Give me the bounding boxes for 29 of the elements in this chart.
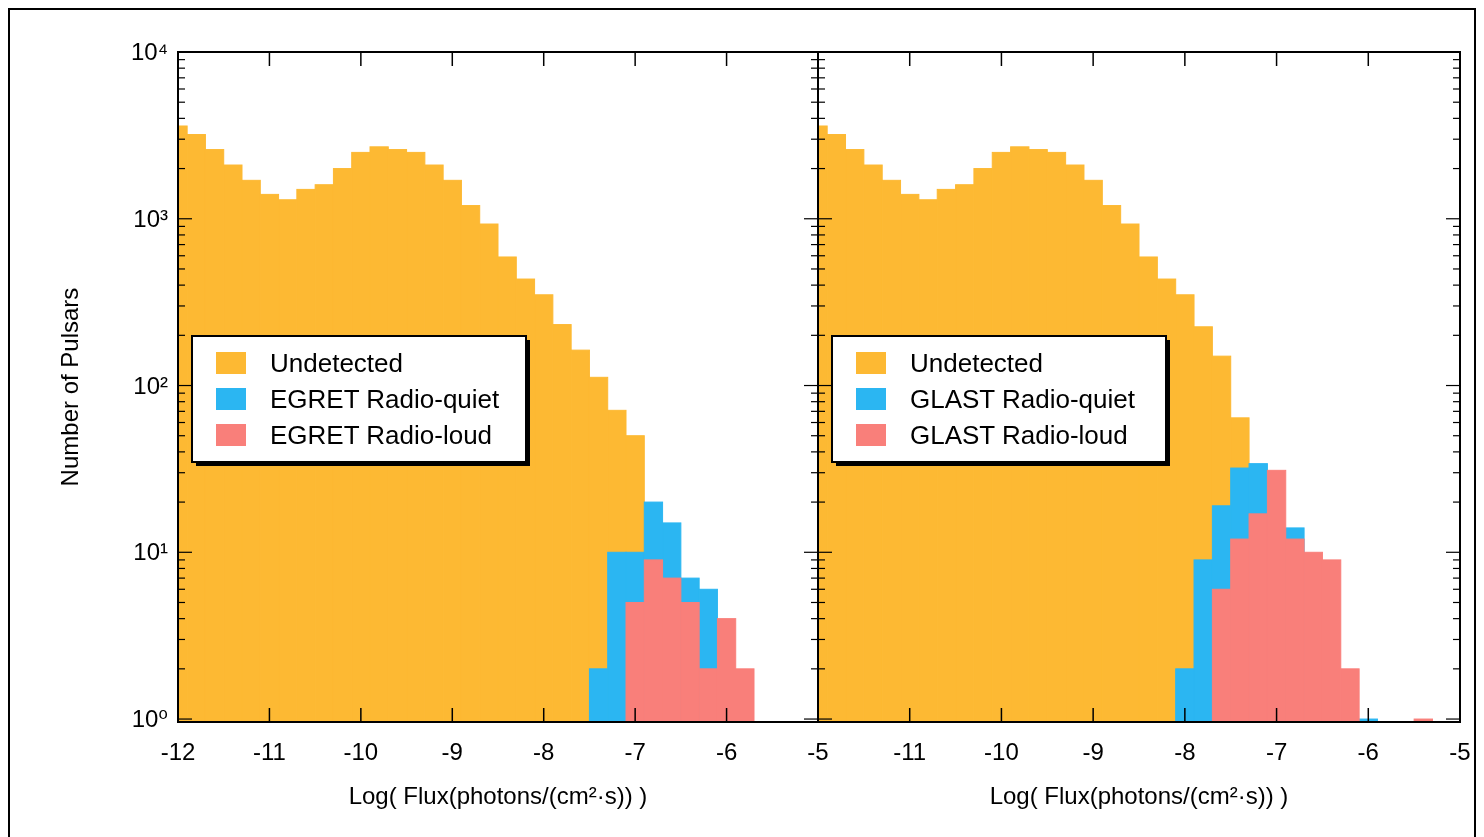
x-tick-label: -10 [984,738,1019,765]
y-tick-label: 10¹ [133,538,169,566]
x-tick-label: -5 [807,738,829,765]
x-tick-label: -8 [533,738,555,765]
y-tick-label: 10⁴ [130,38,168,65]
x-tick-label: -10 [343,738,379,765]
x-tick-label: -6 [1357,738,1379,765]
x-tick-label: -11 [252,738,286,765]
y-axis-title: Number of Pulsars [56,287,83,487]
x-tick-label: -7 [624,738,646,765]
x-tick-label: -5 [1449,738,1471,765]
legend-label: GLAST Radio-loud [910,420,1128,450]
y-tick-label: 10³ [133,204,169,232]
x-tick-label: -6 [715,738,738,765]
y-tick-label: 10⁰ [131,705,168,733]
x-axis-title: Log( Flux(photons/(cm²·s)) ) [989,782,1289,809]
legend-label: EGRET Radio-loud [270,420,493,450]
y-tick-label: 10² [133,371,169,399]
legend-label: GLAST Radio-quiet [910,384,1136,414]
x-tick-label: -9 [1082,738,1104,765]
x-tick-label: -8 [1174,738,1196,765]
legend-label: Undetected [910,348,1043,378]
x-tick-label: -9 [441,738,463,765]
x-tick-label: -11 [893,738,927,765]
legend-label: EGRET Radio-quiet [270,384,501,414]
x-tick-label: -7 [1265,738,1288,765]
legend-label: Undetected [270,348,403,378]
x-axis-title: Log( Flux(photons/(cm²·s)) ) [348,782,648,809]
x-tick-label: -12 [160,738,196,765]
